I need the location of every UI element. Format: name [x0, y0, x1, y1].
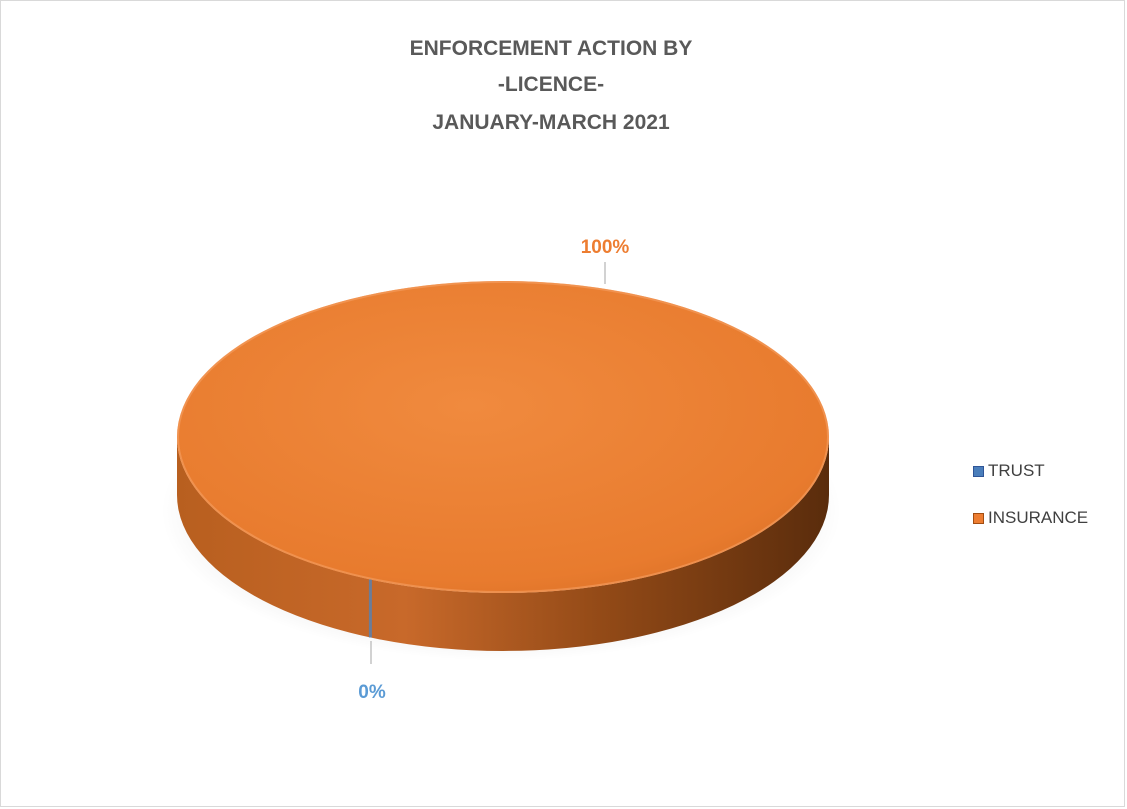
- chart-title-line-1: ENFORCEMENT ACTION BY: [409, 37, 693, 60]
- legend-swatch-insurance: [973, 512, 984, 524]
- data-label-trust: 0%: [358, 682, 386, 703]
- pie-slice-insurance: [177, 281, 829, 593]
- pie-side-wall: [177, 437, 829, 651]
- legend-swatch-trust: [973, 465, 984, 477]
- legend-item-trust: TRUST: [973, 461, 1045, 481]
- legend-label-trust: TRUST: [988, 461, 1045, 480]
- legend-item-insurance: INSURANCE: [973, 508, 1088, 528]
- chart-title-line-2: -LICENCE-: [497, 73, 605, 96]
- data-label-insurance: 100%: [581, 237, 630, 258]
- chart-title-line-3: JANUARY-MARCH 2021: [432, 111, 670, 134]
- pie-rim-highlight: [177, 281, 829, 593]
- legend-label-insurance: INSURANCE: [988, 508, 1089, 527]
